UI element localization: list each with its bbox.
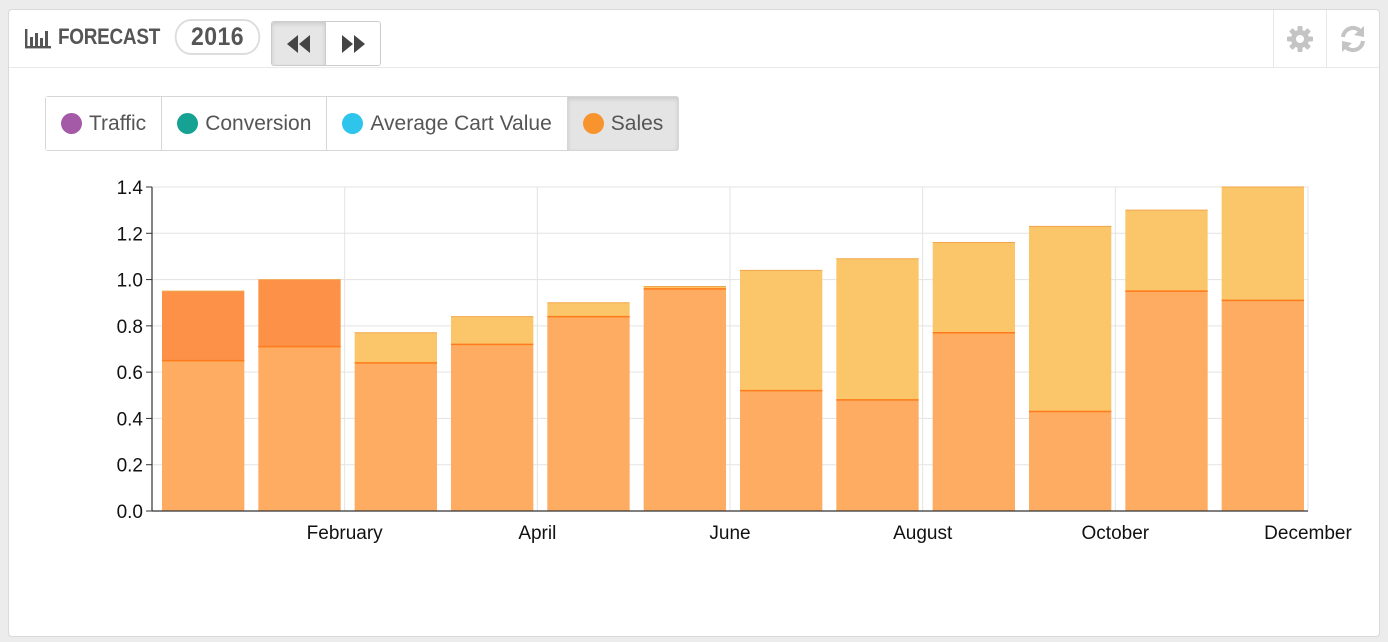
traffic-dot-icon <box>61 113 82 134</box>
bar-upper-segment <box>643 286 726 289</box>
bar-upper-segment <box>258 279 341 347</box>
next-year-button[interactable] <box>326 22 380 65</box>
bar-chart-icon <box>25 29 51 49</box>
legend-label: Sales <box>610 111 664 135</box>
x-tick-label: April <box>518 523 556 544</box>
x-tick-label: February <box>307 523 384 544</box>
y-tick-label: 0.6 <box>117 363 143 384</box>
y-tick-label: 0.2 <box>117 456 143 477</box>
bar-lower-segment <box>547 316 630 511</box>
panel-header: FORECAST 2016 <box>9 10 1379 68</box>
refresh-button[interactable] <box>1326 10 1379 67</box>
x-tick-label: October <box>1082 523 1150 544</box>
panel-title: FORECAST <box>58 24 161 49</box>
conversion-dot-icon <box>177 113 199 134</box>
y-tick-label: 0.4 <box>117 409 144 430</box>
forecast-bar-chart: 0.0 0.2 0.4 0.6 0.8 1.0 1.2 1.4 February April Jun… <box>117 178 1353 544</box>
settings-button[interactable] <box>1273 10 1326 67</box>
bar-upper-segment <box>1029 226 1112 412</box>
bar-upper-segment <box>354 332 437 363</box>
legend-sales[interactable]: Sales <box>567 97 679 150</box>
fast-forward-icon <box>342 34 365 53</box>
legend-conversion[interactable]: Conversion <box>162 97 328 150</box>
gear-icon <box>1287 25 1313 52</box>
bar-upper-segment <box>451 316 534 345</box>
bar-upper-segment <box>1221 187 1304 301</box>
bar-lower-segment <box>1029 411 1112 511</box>
x-tick-label: June <box>709 523 750 544</box>
legend-traffic[interactable]: Traffic <box>46 97 163 150</box>
bar-lower-segment <box>932 332 1015 511</box>
bar-lower-segment <box>1221 300 1304 511</box>
series-legend: Traffic Conversion Average Cart Value Sa… <box>45 96 680 151</box>
x-tick-label: August <box>893 523 953 544</box>
sales-dot-icon <box>582 113 604 134</box>
refresh-icon <box>1341 25 1365 52</box>
y-tick-label: 1.2 <box>117 224 143 245</box>
bar-lower-segment <box>451 344 534 511</box>
y-tick-label: 0.0 <box>117 502 143 523</box>
legend-label: Traffic <box>89 111 147 135</box>
bar-lower-segment <box>354 362 437 511</box>
bar-lower-segment <box>740 390 823 511</box>
average-cart-value-dot-icon <box>342 113 364 134</box>
bar-upper-segment <box>1125 210 1208 292</box>
bar-upper-segment <box>162 291 245 361</box>
bar-upper-segment <box>740 270 823 391</box>
previous-year-button[interactable] <box>272 22 327 65</box>
header-tools <box>1273 10 1379 67</box>
bar-lower-segment <box>258 346 341 511</box>
bar-upper-segment <box>932 242 1015 333</box>
bar-lower-segment <box>1125 291 1208 511</box>
y-tick-label: 0.8 <box>117 317 143 338</box>
legend-label: Average Cart Value <box>370 111 552 135</box>
y-tick-label: 1.0 <box>117 271 143 292</box>
bar-upper-segment <box>547 302 630 317</box>
bar-lower-segment <box>643 288 726 511</box>
bar-lower-segment <box>836 399 919 511</box>
x-tick-label: December <box>1264 523 1352 544</box>
y-tick-label: 1.4 <box>117 178 144 199</box>
bar-upper-segment <box>836 258 919 400</box>
year-badge[interactable]: 2016 <box>174 19 261 55</box>
forecast-panel: FORECAST 2016 <box>8 9 1380 637</box>
legend-average-cart-value[interactable]: Average Cart Value <box>327 97 568 150</box>
rewind-icon <box>286 34 310 53</box>
legend-label: Conversion <box>205 111 312 135</box>
year-navigation <box>271 21 381 66</box>
bar-lower-segment <box>162 360 245 511</box>
